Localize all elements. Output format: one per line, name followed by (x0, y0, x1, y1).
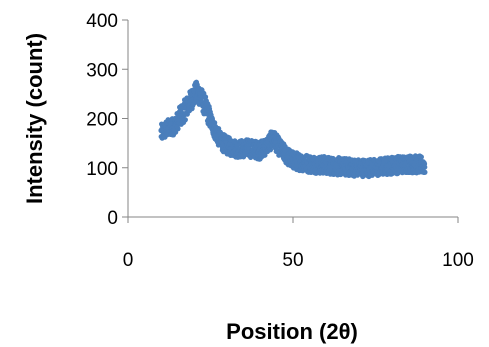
x-tick-label: 0 (123, 250, 134, 271)
data-point (175, 126, 181, 132)
x-tick-label: 100 (442, 250, 474, 271)
x-axis-title: Position (2θ) (226, 319, 358, 344)
data-points (158, 79, 428, 180)
y-tick-label: 300 (86, 60, 118, 81)
data-point (422, 164, 428, 170)
x-axis-ticks: 0 50 100 (123, 217, 474, 271)
y-axis-title: Intensity (count) (22, 33, 47, 204)
data-point (182, 117, 188, 123)
y-tick-label: 0 (107, 208, 118, 229)
data-point (418, 154, 424, 160)
y-tick-label: 100 (86, 159, 118, 180)
y-axis-ticks: 0 100 200 300 400 (86, 11, 128, 229)
x-tick-label: 50 (282, 250, 303, 271)
y-tick-label: 200 (86, 110, 118, 131)
y-tick-label: 400 (86, 11, 118, 32)
data-point (422, 169, 428, 175)
